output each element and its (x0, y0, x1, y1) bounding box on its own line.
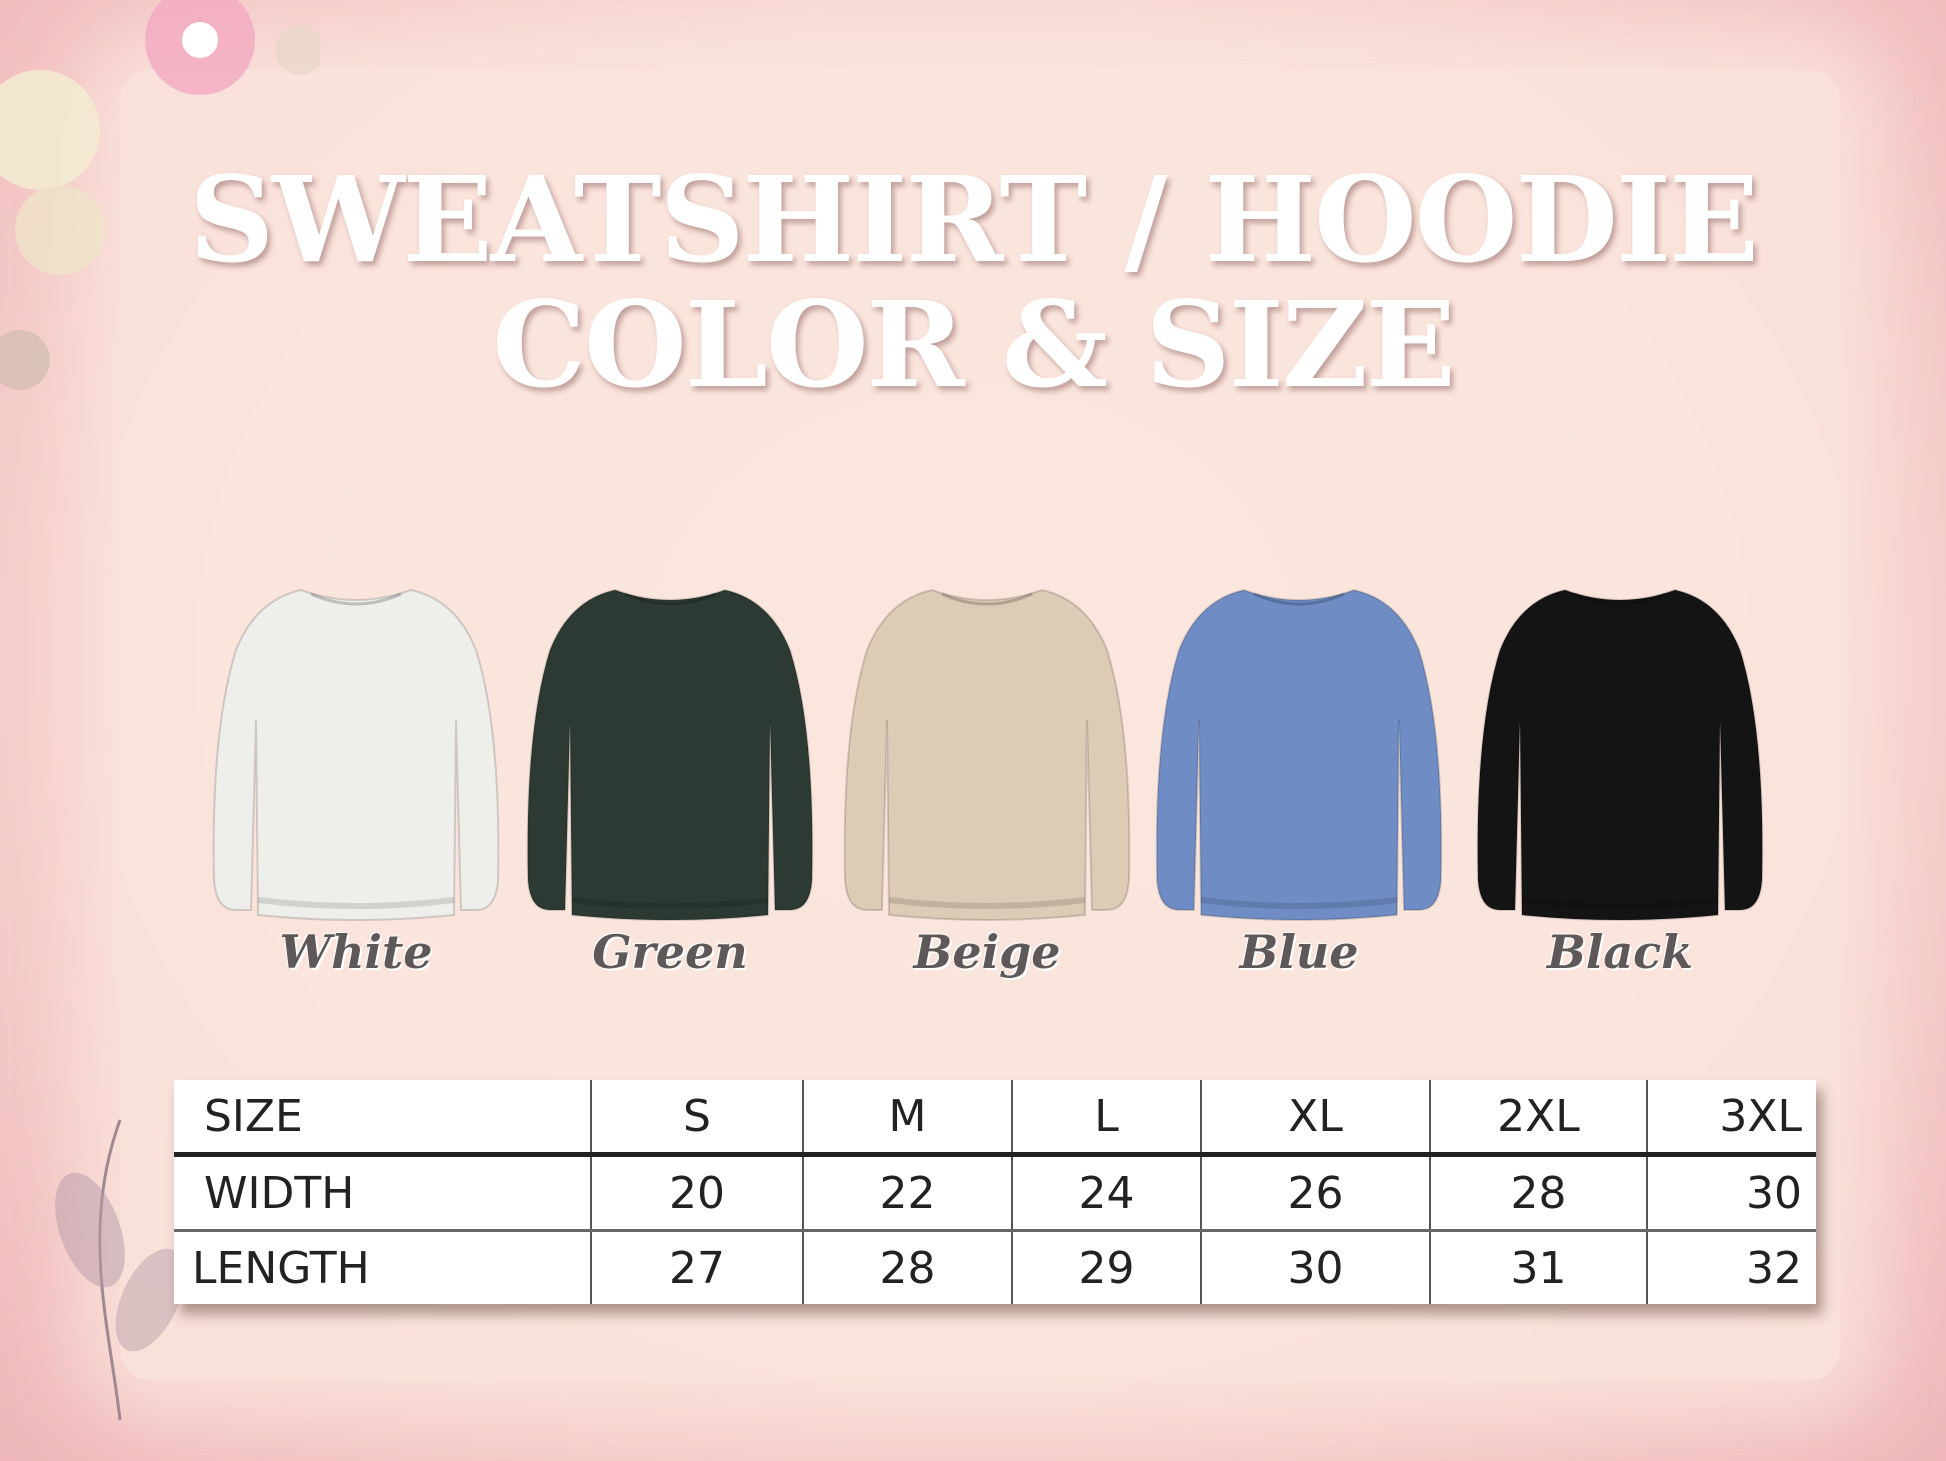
table-cell: 29 (1011, 1230, 1201, 1304)
table-row: WIDTH 20 22 24 26 28 30 (174, 1154, 1816, 1232)
header-cell: L (1011, 1080, 1201, 1157)
header-cell: S (590, 1080, 803, 1157)
table-cell: 30 (1646, 1154, 1816, 1232)
sweatshirt-beige-image (843, 588, 1131, 921)
title-line-2: COLOR & SIZE (492, 275, 1456, 414)
sweatshirt-green-image (526, 588, 814, 921)
flower-decoration-icon (0, 0, 320, 390)
table-cell: 31 (1429, 1230, 1647, 1304)
color-label: Blue (1239, 925, 1359, 979)
leaf-decoration-icon (55, 1119, 185, 1421)
table-header-row: SIZE S M L XL 2XL 3XL (174, 1080, 1816, 1157)
header-cell: SIZE (174, 1080, 591, 1157)
table-cell: 30 (1200, 1230, 1430, 1304)
color-label: White (279, 925, 433, 979)
table-cell: 28 (1429, 1154, 1647, 1232)
sweatshirt-white-image (212, 588, 500, 921)
table-cell: 24 (1011, 1154, 1201, 1232)
size-chart-table: SIZE S M L XL 2XL 3XL WIDTH 20 22 24 26 … (174, 1080, 1816, 1304)
row-label: WIDTH (174, 1154, 591, 1232)
table-cell: 22 (802, 1154, 1012, 1232)
table-cell: 26 (1200, 1154, 1430, 1232)
header-cell: 2XL (1429, 1080, 1647, 1157)
header-cell: M (802, 1080, 1012, 1157)
color-label: Black (1546, 925, 1694, 979)
title-line-1: SWEATSHIRT / HOODIE (188, 150, 1759, 289)
table-cell: 28 (802, 1230, 1012, 1304)
header-cell: 3XL (1646, 1080, 1816, 1157)
header-cell: XL (1200, 1080, 1430, 1157)
table-cell: 32 (1646, 1230, 1816, 1304)
color-label: Green (592, 925, 748, 979)
table-cell: 20 (590, 1154, 803, 1232)
table-cell: 27 (590, 1230, 803, 1304)
color-label: Beige (913, 925, 1061, 979)
sweatshirt-black-image (1476, 588, 1764, 921)
table-row: LENGTH 27 28 29 30 31 32 (174, 1230, 1816, 1304)
row-label: LENGTH (192, 1242, 370, 1294)
sweatshirt-blue-image (1155, 588, 1443, 921)
